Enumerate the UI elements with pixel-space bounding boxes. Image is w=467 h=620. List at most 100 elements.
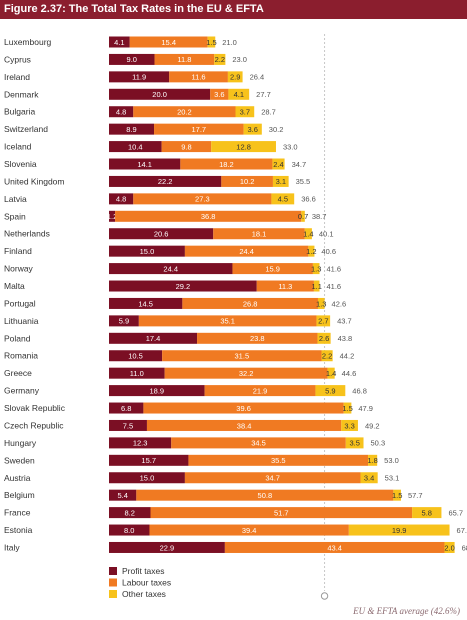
country-label: Norway [4,264,34,274]
total-label: 41.6 [326,282,341,291]
bar-segment [228,88,250,100]
bar-segment [213,228,305,240]
bar-segment [317,332,331,344]
bar-row: Ireland 11.9 11.6 2.9 26.4 [4,71,265,83]
data-label: 4.1 [114,38,124,47]
data-label: 18.1 [252,230,267,239]
bar-segment [109,53,155,65]
bar-segment [204,385,316,397]
bar-segment [154,53,215,65]
total-label: 27.7 [256,90,271,99]
bar-row: Belgium 5.4 50.8 1.5 57.7 [4,489,423,501]
bar-segment [109,454,189,466]
country-label: Sweden [4,455,35,465]
data-label: 15.0 [140,247,155,256]
bar-segment [368,454,378,466]
average-label: EU & EFTA average (42.6%) [352,606,460,616]
data-label: 2.2 [322,352,332,361]
data-label: 43.4 [327,543,342,552]
bar-segment [412,507,442,519]
total-label: 23.0 [232,55,247,64]
bar-row: Sweden 15.7 35.5 1.8 53.0 [4,454,399,466]
bar-segment [109,106,134,118]
country-label: Greece [4,368,32,378]
data-label: 1.5 [206,38,216,47]
bar-row: Austria 15.0 34.7 3.4 53.1 [4,472,399,484]
data-label: 15.0 [140,474,155,483]
bar-row: Netherlands 20.6 18.1 1.4 40.1 [4,228,334,240]
data-label: 2.4 [273,160,283,169]
bar-row: Poland 17.4 23.8 2.6 43.8 [4,332,352,344]
country-label: Slovak Republic [4,403,66,413]
data-label: 3.6 [214,90,224,99]
bar-row: Malta 29.2 11.3 1.1 41.6 [4,280,341,292]
bar-row: Greece 11.0 32.2 1.4 44.6 [4,367,356,379]
country-label: Bulgaria [4,107,35,117]
bar-segment [149,524,349,536]
legend-swatch [109,578,117,587]
country-label: Romania [4,351,38,361]
total-label: 57.7 [408,491,423,500]
bar-segment [444,541,455,553]
bar-row: Bulgaria 4.8 20.2 3.7 28.7 [4,106,276,118]
bar-segment [109,367,165,379]
bar-segment [161,141,212,153]
data-label: 1.5 [392,491,402,500]
data-label: 3.4 [364,474,374,483]
bar-row: Romania 10.5 31.5 2.2 44.2 [4,350,354,362]
data-label: 9.0 [127,55,137,64]
data-label: 6.8 [121,404,131,413]
data-label: 10.5 [128,352,143,361]
country-label: Hungary [4,438,37,448]
total-label: 40.1 [319,230,334,239]
bar-segment [109,36,130,48]
bar-segment [207,36,216,48]
bar-segment [109,141,162,153]
bar-row: Finland 15.0 24.4 1.2 40.6 [4,245,336,257]
total-label: 26.4 [250,73,265,82]
bar-segment [109,245,185,257]
bar-segment [184,472,361,484]
bar-segment [164,367,328,379]
data-label: 51.7 [274,508,289,517]
bar-segment [243,123,262,135]
data-label: 22.2 [158,177,173,186]
total-label: 67.3 [457,526,467,535]
bar-row: Cyprus 9.0 11.8 2.2 23.0 [4,53,247,65]
total-label: 21.0 [222,38,237,47]
bar-segment [214,53,226,65]
bar-row: Luxembourg 4.1 15.4 1.5 21.0 [4,36,237,48]
data-label: 15.7 [141,456,156,465]
bar-segment [109,263,233,275]
data-label: 39.4 [242,526,257,535]
total-label: 42.6 [332,299,347,308]
bar-row: Portugal 14.5 26.8 1.3 42.6 [4,297,347,309]
figure-title: Figure 2.37: The Total Tax Rates in the … [0,0,467,19]
data-label: 23.8 [250,334,265,343]
bar-segment [256,280,314,292]
total-label: 36.6 [301,195,316,204]
bar-segment [211,141,276,153]
data-label: 12.3 [133,439,148,448]
total-label: 46.8 [352,386,367,395]
country-label: Estonia [4,525,33,535]
country-label: Luxembourg [4,37,52,47]
data-label: 15.9 [265,264,280,273]
total-label: 34.7 [292,160,307,169]
bar-row: Germany 18.9 21.9 5.9 46.8 [4,385,367,397]
data-label: 11.8 [177,55,191,64]
country-label: Denmark [4,89,39,99]
data-label: 31.5 [235,352,250,361]
data-label: 2.9 [230,73,240,82]
bar-segment [360,472,378,484]
data-label: 4.8 [116,195,126,204]
country-label: Spain [4,211,26,221]
total-label: 43.7 [337,317,352,326]
bar-segment [143,402,344,414]
data-label: 1.2 [107,212,117,221]
data-label: 11.9 [132,73,146,82]
bar-segment [182,297,318,309]
bar-segment [312,263,320,275]
data-label: 36.8 [201,212,216,221]
